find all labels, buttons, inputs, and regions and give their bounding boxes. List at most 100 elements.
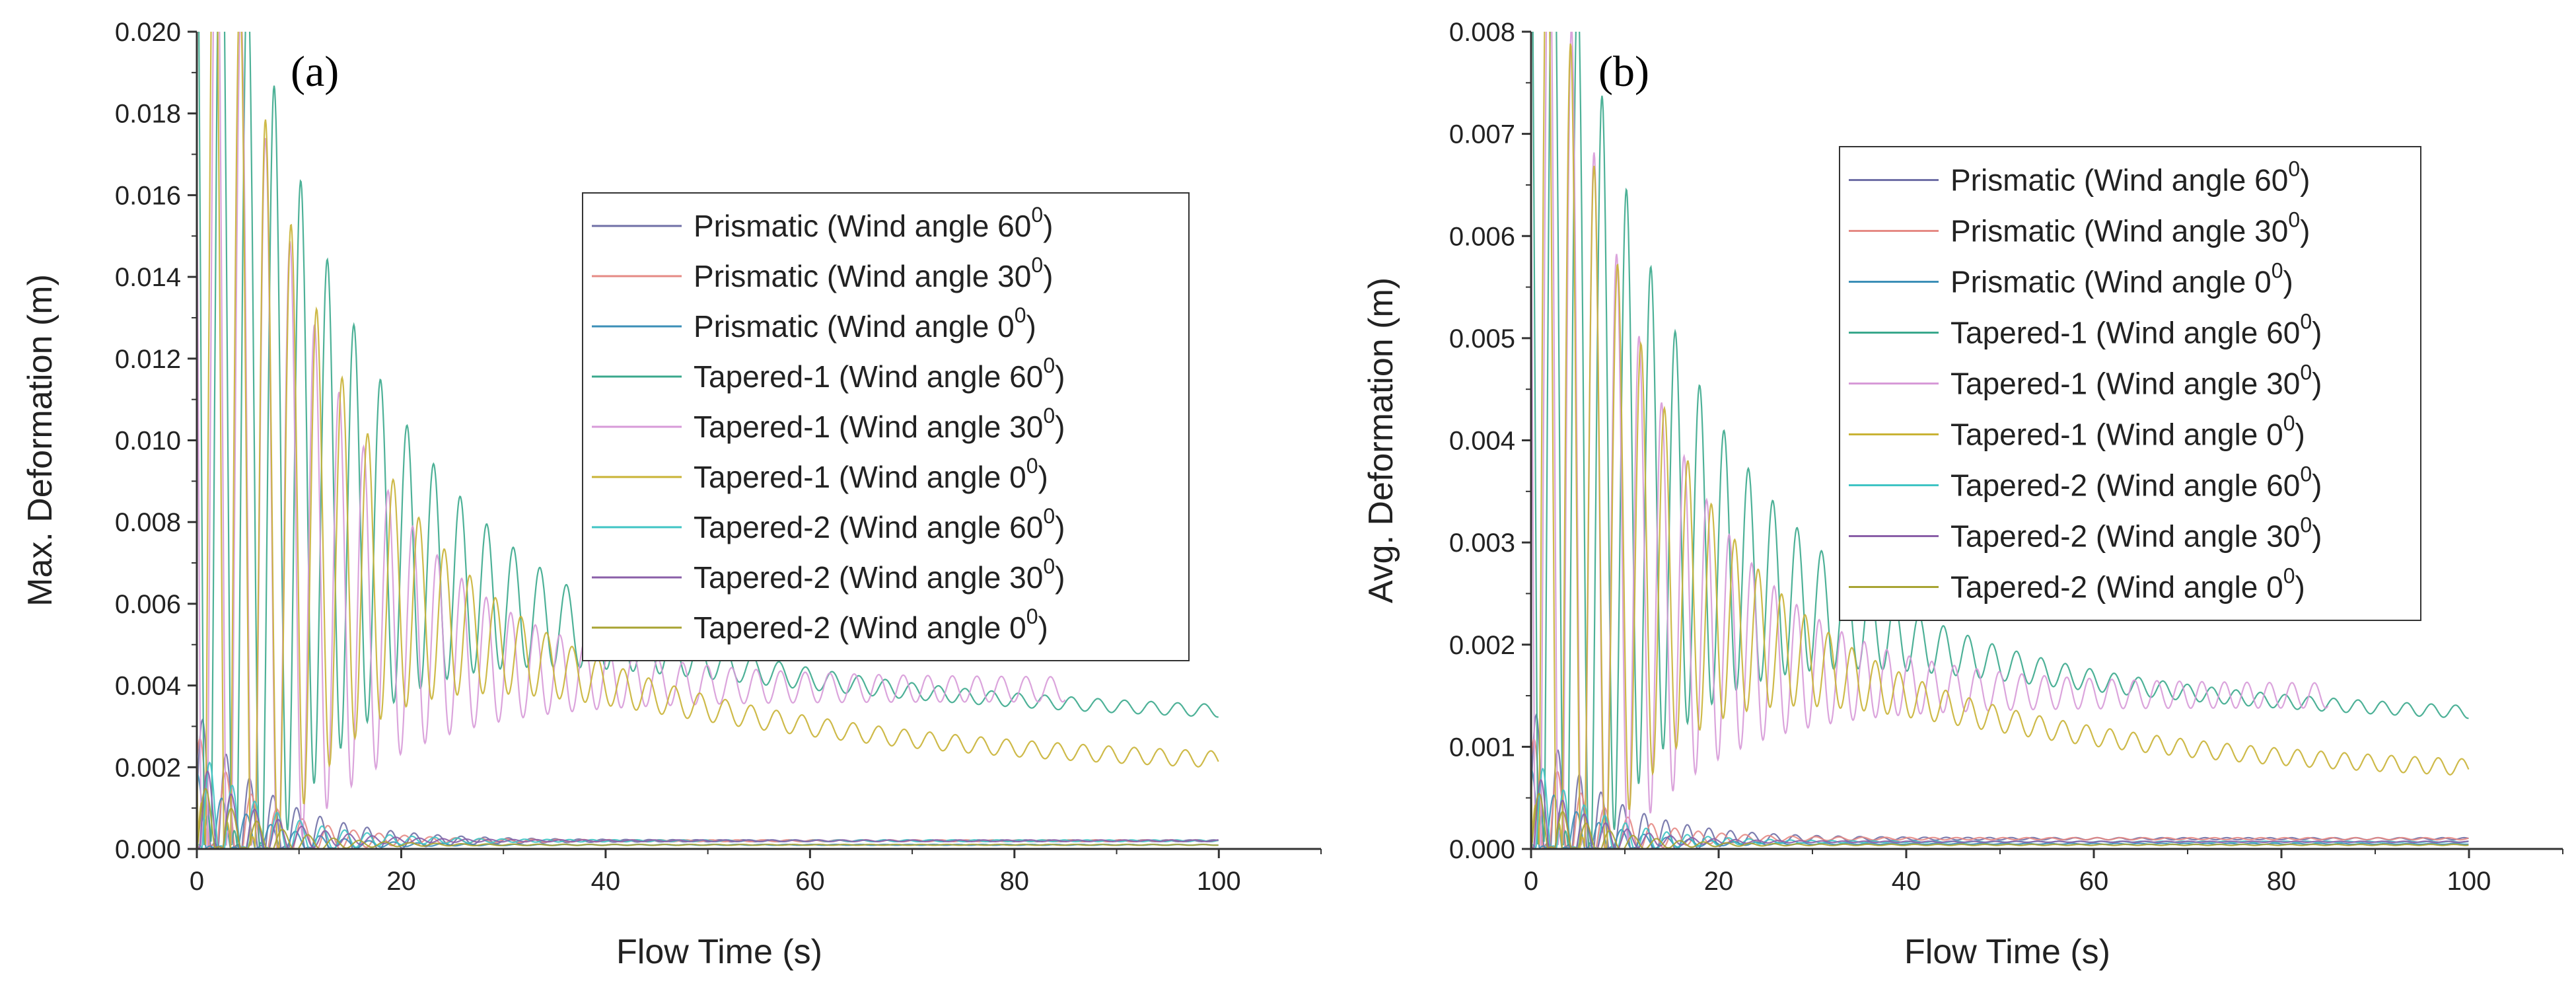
y-tick-label: 0.001 [1449,733,1515,762]
legend: Prismatic (Wind angle 600) Prismatic (Win… [1839,146,2421,621]
legend-label-superscript: 0 [2300,361,2312,385]
legend-label-superscript: 0 [2300,462,2312,486]
x-tick-label: 40 [591,867,621,896]
legend-label-superscript: 0 [1043,554,1055,578]
legend-label-superscript: 0 [1031,203,1043,227]
legend-label-close: ) [1055,510,1065,544]
series-line-6 [1531,32,2470,849]
series-line-1 [197,718,1219,849]
x-tick-label: 0 [1524,867,1538,896]
legend-label-superscript: 0 [1043,404,1055,427]
legend-label-close: ) [2312,367,2322,401]
legend-label-close: ) [1055,359,1065,394]
y-tick-label: 0.007 [1449,120,1515,149]
legend-label-close: ) [2312,468,2322,503]
legend-label: Tapered-1 (Wind angle 00) [694,454,1048,494]
y-tick-label: 0.014 [115,263,181,292]
legend-label-main: Tapered-2 (Wind angle 60 [1950,468,2300,503]
series-line-4 [1532,32,2469,848]
x-axis-title: Flow Time (s) [616,933,822,971]
x-tick-label: 100 [1197,867,1241,896]
chart-panel-b: 0.000 0.001 0.002 0.003 0.004 0.005 0.006 0.007… [1362,18,2563,971]
y-tick-label: 0.002 [1449,631,1515,660]
legend-label-main: Tapered-2 (Wind angle 0 [694,610,1026,645]
legend-label-close: ) [2312,519,2322,554]
series-line-9 [1531,793,2469,849]
x-tick-label: 60 [2079,867,2109,896]
legend-label: Prismatic (Wind angle 300) [694,253,1053,293]
legend-label-superscript: 0 [1015,303,1026,327]
legend-label: Prismatic (Wind angle 00) [694,303,1036,344]
y-tick-label: 0.008 [115,508,181,537]
legend-label-close: ) [1055,560,1065,595]
legend-label-main: Tapered-1 (Wind angle 0 [694,460,1026,494]
y-axis-title: Avg. Deformation (m) [1362,277,1400,603]
y-tick-label: 0.005 [1449,324,1515,353]
legend-label-close: ) [2295,418,2305,452]
legend-label-close: ) [1038,610,1048,645]
legend-label-close: ) [2295,570,2305,604]
legend-label-close: ) [1055,410,1065,444]
y-tick-label: 0.004 [1449,427,1515,456]
legend-label-close: ) [1026,309,1036,344]
legend-label-close: ) [1043,209,1053,243]
legend-label-main: Prismatic (Wind angle 30 [694,259,1031,293]
legend-label-main: Prismatic (Wind angle 0 [1950,265,2272,299]
y-tick-label: 0.020 [115,18,181,47]
y-tick-label: 0.006 [115,590,181,619]
legend-label-main: Tapered-2 (Wind angle 30 [1950,519,2300,554]
legend-label-superscript: 0 [1043,504,1055,528]
legend-label-main: Prismatic (Wind angle 0 [694,309,1015,344]
legend-label: Prismatic (Wind angle 600) [1950,157,2310,198]
x-axis-title: Flow Time (s) [1904,933,2110,971]
legend-label-main: Tapered-2 (Wind angle 60 [694,510,1043,544]
series-line-6 [197,32,1219,849]
chart-panel-a: 0.000 0.002 0.004 0.006 0.008 0.010 0.012 0.014… [21,18,1322,971]
legend-label-superscript: 0 [2300,513,2312,537]
x-tick-label: 40 [1892,867,1921,896]
y-tick-label: 0.004 [115,672,181,701]
legend-label: Tapered-2 (Wind angle 300) [1950,513,2322,554]
legend-label-main: Prismatic (Wind angle 60 [694,209,1031,243]
legend-box [582,192,1190,661]
series-line-9 [197,788,1219,849]
legend-label-superscript: 0 [2283,564,2295,588]
legend-label-close: ) [1038,460,1048,494]
y-tick-label: 0.000 [1449,835,1515,864]
legend-label-superscript: 0 [1026,604,1038,628]
legend-label-close: ) [2300,214,2310,248]
x-tick-label: 80 [2267,867,2297,896]
legend-label-superscript: 0 [1031,253,1043,277]
legend-label: Tapered-2 (Wind angle 600) [1950,462,2322,503]
panel-label: (b) [1598,48,1649,96]
legend-label-superscript: 0 [1026,454,1038,478]
series-line-5 [1531,32,2329,848]
legend-label: Tapered-2 (Wind angle 600) [694,504,1065,544]
y-tick-label: 0.018 [115,100,181,129]
x-tick-label: 60 [795,867,825,896]
legend-label-main: Tapered-1 (Wind angle 60 [1950,316,2300,350]
legend-label-main: Tapered-1 (Wind angle 30 [1950,367,2300,401]
y-tick-label: 0.010 [115,427,181,456]
y-tick-label: 0.003 [1449,529,1515,558]
legend-label-main: Tapered-1 (Wind angle 60 [694,359,1043,394]
panel-label: (a) [291,48,339,96]
legend-label-superscript: 0 [2300,310,2312,334]
legend-label-main: Tapered-1 (Wind angle 0 [1950,418,2283,452]
legend-label-main: Prismatic (Wind angle 30 [1950,214,2288,248]
x-tick-label: 20 [1704,867,1734,896]
x-tick-label: 100 [2447,867,2491,896]
legend-label-superscript: 0 [2272,259,2283,283]
legend-label-close: ) [1043,259,1053,293]
legend-label-close: ) [2283,265,2293,299]
legend: Prismatic (Wind angle 600)Prismatic (Win… [582,192,1190,661]
x-tick-label: 0 [190,867,204,896]
legend-label: Tapered-1 (Wind angle 300) [1950,361,2322,401]
legend-label-main: Tapered-1 (Wind angle 30 [694,410,1043,444]
series-line-8 [1531,779,2469,849]
legend-label-main: Tapered-2 (Wind angle 0 [1950,570,2283,604]
legend-label-superscript: 0 [2288,157,2300,181]
legend-label: Prismatic (Wind angle 600) [694,203,1053,243]
y-axis-title: Max. Deformation (m) [21,274,59,606]
